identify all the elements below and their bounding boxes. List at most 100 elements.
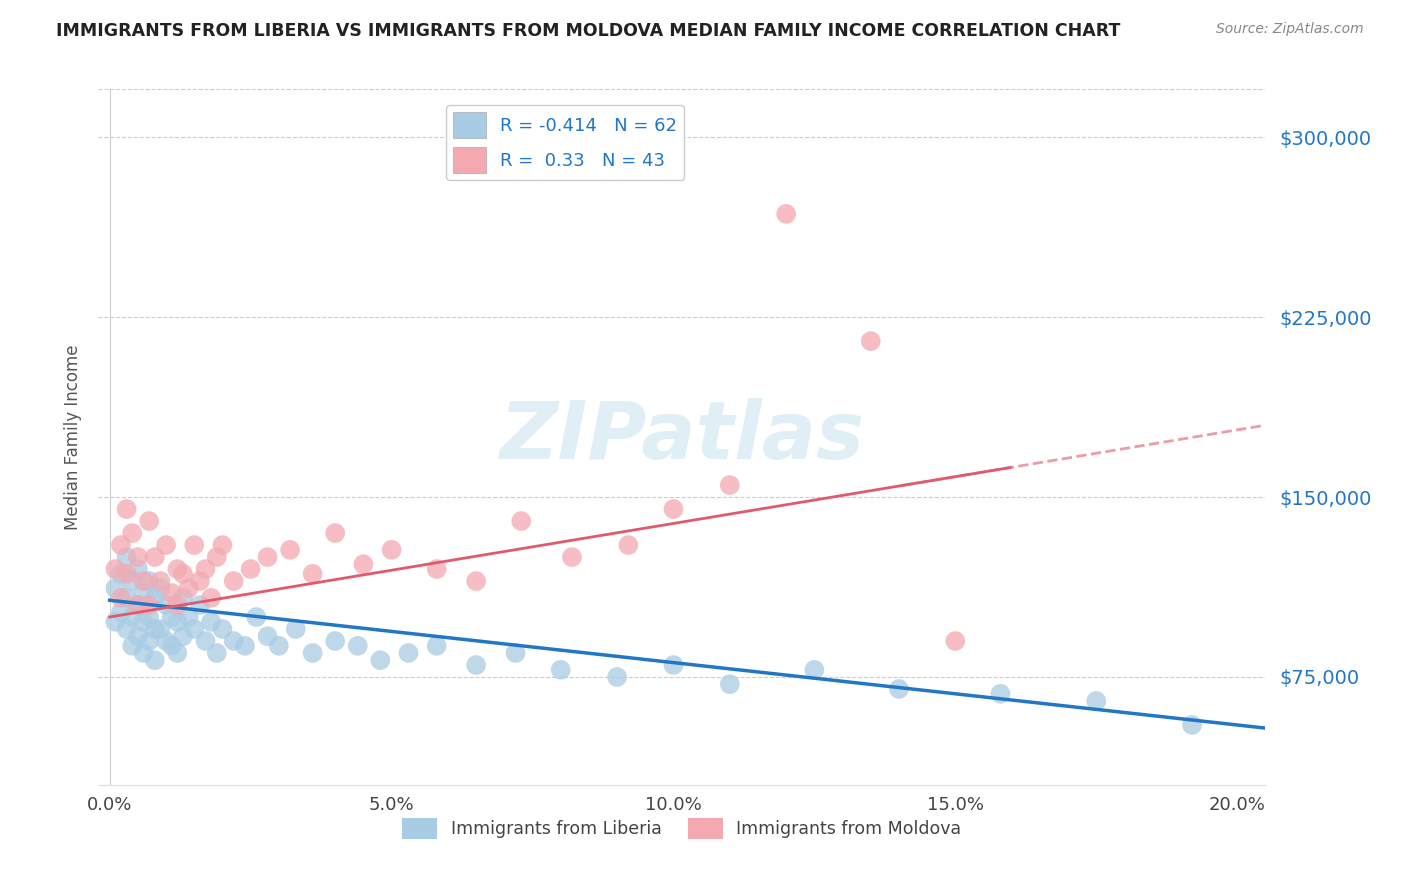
Text: ZIPatlas: ZIPatlas — [499, 398, 865, 476]
Point — [110, 538, 132, 552]
Point — [278, 542, 301, 557]
Point — [301, 566, 323, 581]
Point — [1181, 718, 1204, 732]
Point — [110, 566, 132, 581]
Point — [166, 646, 188, 660]
Point — [121, 639, 143, 653]
Point — [222, 574, 245, 588]
Point — [104, 562, 127, 576]
Point — [115, 502, 138, 516]
Point — [177, 581, 200, 595]
Point — [132, 615, 155, 629]
Point — [617, 538, 640, 552]
Point — [323, 526, 346, 541]
Point — [115, 549, 138, 564]
Point — [166, 562, 188, 576]
Point — [561, 549, 583, 564]
Point — [149, 581, 172, 595]
Point — [718, 478, 741, 492]
Point — [256, 629, 278, 643]
Point — [1085, 694, 1108, 708]
Point — [245, 610, 267, 624]
Point — [138, 574, 160, 588]
Point — [352, 558, 374, 572]
Point — [138, 634, 160, 648]
Point — [127, 562, 149, 576]
Point — [943, 634, 966, 648]
Point — [662, 658, 685, 673]
Point — [188, 574, 211, 588]
Point — [200, 615, 222, 629]
Point — [267, 639, 290, 653]
Point — [177, 610, 200, 624]
Point — [803, 663, 825, 677]
Point — [211, 538, 233, 552]
Point — [115, 566, 138, 581]
Point — [426, 639, 449, 653]
Point — [138, 514, 160, 528]
Point — [222, 634, 245, 648]
Point — [166, 598, 188, 612]
Point — [166, 615, 188, 629]
Point — [368, 653, 391, 667]
Point — [284, 622, 307, 636]
Point — [121, 526, 143, 541]
Point — [104, 615, 127, 629]
Point — [110, 591, 132, 605]
Point — [172, 591, 194, 605]
Point — [104, 581, 127, 595]
Point — [859, 334, 882, 348]
Point — [127, 629, 149, 643]
Point — [132, 586, 155, 600]
Point — [188, 598, 211, 612]
Point — [775, 207, 797, 221]
Point — [138, 610, 160, 624]
Point — [155, 598, 177, 612]
Point — [381, 542, 404, 557]
Point — [172, 629, 194, 643]
Point — [606, 670, 628, 684]
Point — [550, 663, 572, 677]
Point — [718, 677, 741, 691]
Point — [465, 658, 488, 673]
Point — [887, 681, 910, 696]
Point — [115, 591, 138, 605]
Point — [256, 549, 278, 564]
Point — [465, 574, 488, 588]
Point — [301, 646, 323, 660]
Point — [127, 598, 149, 612]
Point — [155, 538, 177, 552]
Point — [990, 687, 1012, 701]
Point — [194, 634, 217, 648]
Point — [110, 605, 132, 619]
Point — [194, 562, 217, 576]
Point — [132, 574, 155, 588]
Point — [510, 514, 533, 528]
Point — [211, 622, 233, 636]
Point — [505, 646, 527, 660]
Point — [239, 562, 262, 576]
Point — [346, 639, 368, 653]
Text: IMMIGRANTS FROM LIBERIA VS IMMIGRANTS FROM MOLDOVA MEDIAN FAMILY INCOME CORRELAT: IMMIGRANTS FROM LIBERIA VS IMMIGRANTS FR… — [56, 22, 1121, 40]
Text: Source: ZipAtlas.com: Source: ZipAtlas.com — [1216, 22, 1364, 37]
Legend: Immigrants from Liberia, Immigrants from Moldova: Immigrants from Liberia, Immigrants from… — [395, 811, 969, 846]
Point — [115, 622, 138, 636]
Point — [121, 574, 143, 588]
Point — [172, 566, 194, 581]
Point — [143, 591, 166, 605]
Point — [149, 574, 172, 588]
Point — [149, 622, 172, 636]
Point — [155, 634, 177, 648]
Point — [127, 598, 149, 612]
Point — [183, 622, 205, 636]
Point — [662, 502, 685, 516]
Point — [200, 591, 222, 605]
Point — [205, 646, 228, 660]
Point — [160, 610, 183, 624]
Point — [233, 639, 256, 653]
Point — [183, 538, 205, 552]
Point — [121, 610, 143, 624]
Point — [426, 562, 449, 576]
Point — [127, 549, 149, 564]
Point — [132, 646, 155, 660]
